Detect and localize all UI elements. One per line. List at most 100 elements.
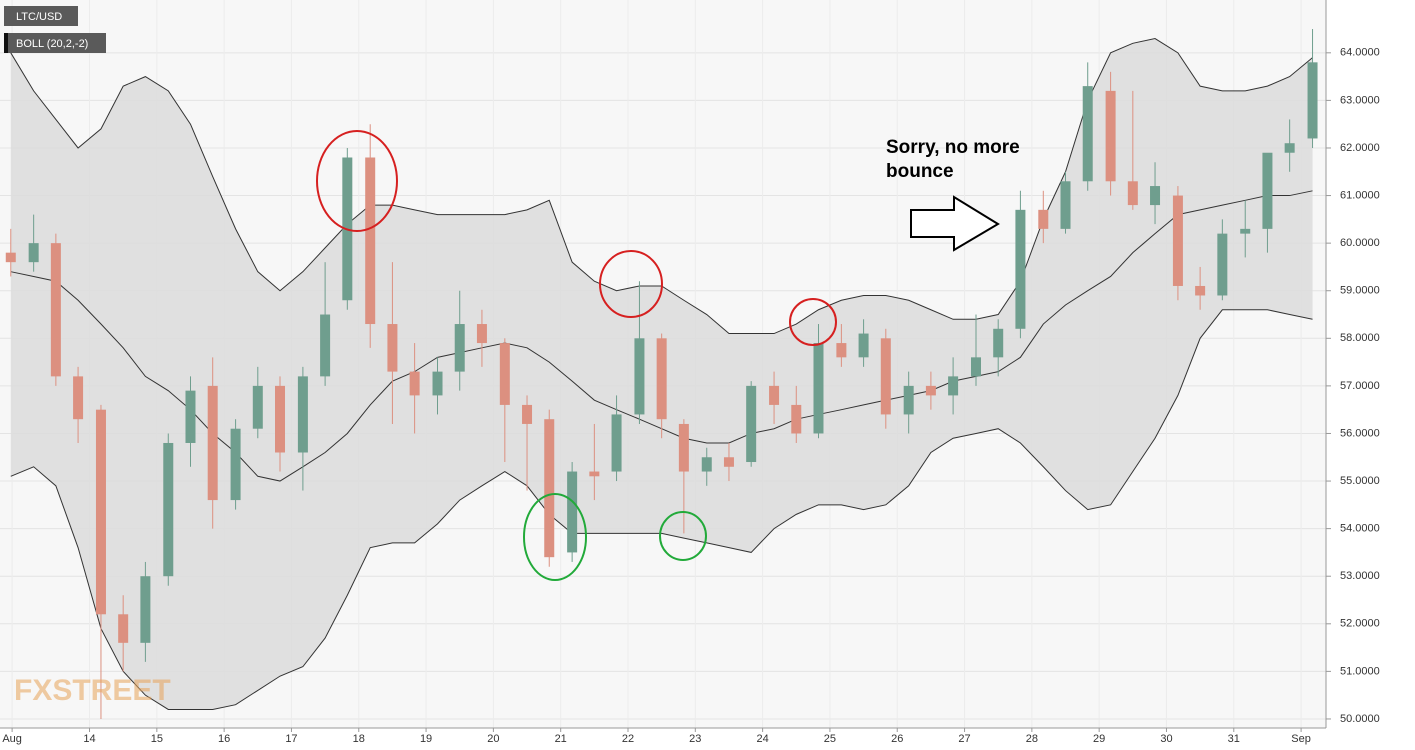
candle-body [701, 457, 712, 472]
x-tick-label: 25 [824, 733, 836, 745]
band-line [10, 309, 1313, 710]
y-tick-label: 60.0000 [1340, 237, 1380, 249]
candle-body [1307, 62, 1318, 139]
x-tick-label: 27 [958, 733, 970, 745]
x-tick-label: 30 [1160, 733, 1172, 745]
y-tick-label: 59.0000 [1340, 285, 1380, 297]
candle-body [925, 385, 936, 396]
candle-body [118, 614, 129, 643]
legend-swatch [4, 33, 8, 53]
x-tick-label: Aug [2, 733, 22, 745]
y-tick-label: 64.0000 [1340, 47, 1380, 59]
candle-body [365, 157, 376, 325]
x-tick-label: 16 [218, 733, 230, 745]
x-tick-label: 26 [891, 733, 903, 745]
x-tick-label: 22 [622, 733, 634, 745]
candle-body [409, 371, 420, 396]
candle-body [207, 385, 218, 501]
y-tick-label: 51.0000 [1340, 665, 1380, 677]
candle-body [320, 314, 331, 377]
candle-body [163, 442, 174, 577]
annotation: bounce [886, 161, 954, 182]
x-tick-label: 17 [285, 733, 297, 745]
candle-body [297, 376, 308, 453]
candle-body [95, 409, 106, 615]
candle-body [275, 385, 286, 453]
x-tick-label: 21 [555, 733, 567, 745]
y-tick-label: 57.0000 [1340, 380, 1380, 392]
candle-body [1262, 152, 1273, 229]
candle-body [499, 343, 510, 405]
candle-body [230, 428, 241, 501]
candle-body [1038, 209, 1049, 229]
candle-body [140, 576, 151, 643]
y-tick-label: 61.0000 [1340, 189, 1380, 201]
candle-body [746, 385, 757, 463]
axes: 50.0000 51.0000 52.0000 53.0000 54.0000 55.00… [2, 47, 1379, 745]
candle-body [252, 385, 263, 429]
highlight-circle [789, 298, 837, 346]
x-tick-label: 23 [689, 733, 701, 745]
candle-body [1172, 195, 1183, 286]
candle-body [5, 252, 16, 263]
candle-body [1082, 86, 1093, 182]
candle-body [656, 338, 667, 420]
x-tick-label: 20 [487, 733, 499, 745]
highlight-circle [523, 493, 587, 581]
annotation: Sorry, no more [886, 137, 1020, 158]
candle-body [903, 385, 914, 415]
candle-body [1240, 228, 1251, 234]
x-tick-label: Sep [1291, 733, 1311, 745]
x-tick-label: 18 [353, 733, 365, 745]
candle-body [432, 371, 443, 396]
candles [5, 29, 1318, 719]
candle-body [723, 457, 734, 467]
watermark: FXSTREET [14, 674, 171, 707]
y-tick-label: 58.0000 [1340, 332, 1380, 344]
annotation-arrow [910, 195, 1000, 252]
candle-body [50, 243, 61, 377]
candle-body [634, 338, 645, 415]
candle-body [948, 376, 959, 396]
candle-body [28, 243, 39, 263]
candle-body [791, 404, 802, 434]
x-tick-label: 29 [1093, 733, 1105, 745]
candle-body [1105, 90, 1116, 182]
x-tick-label: 15 [151, 733, 163, 745]
highlight-circle [316, 130, 398, 232]
candle-body [1015, 209, 1026, 329]
y-tick-label: 54.0000 [1340, 523, 1380, 535]
x-tick-label: 14 [83, 733, 95, 745]
highlight-circle [659, 511, 707, 561]
x-tick-label: 19 [420, 733, 432, 745]
candle-body [880, 338, 891, 415]
legend-box [4, 6, 78, 26]
candle-body [769, 385, 780, 405]
candle-body [1195, 285, 1206, 296]
highlight-circle [599, 250, 663, 318]
y-tick-label: 50.0000 [1340, 713, 1380, 725]
candle-body [1060, 181, 1071, 229]
candle-body [73, 376, 84, 420]
candle-body [858, 333, 869, 358]
candle-body [678, 423, 689, 472]
candle-body [1284, 143, 1295, 153]
candle-body [993, 328, 1004, 358]
legend-label: BOLL (20,2,-2) [16, 38, 88, 50]
candle-body [970, 357, 981, 377]
candle-body [611, 414, 622, 472]
y-tick-label: 63.0000 [1340, 94, 1380, 106]
candle-body [1217, 233, 1228, 296]
candle-body [522, 404, 533, 424]
x-tick-label: 28 [1026, 733, 1038, 745]
candle-body [454, 324, 465, 372]
candle-body [544, 419, 555, 558]
y-tick-label: 52.0000 [1340, 618, 1380, 630]
candle-body [1150, 186, 1161, 206]
candle-body [567, 471, 578, 553]
candle-body [185, 390, 196, 443]
candle-body [387, 324, 398, 372]
legend-box [4, 33, 106, 53]
y-tick-label: 55.0000 [1340, 475, 1380, 487]
